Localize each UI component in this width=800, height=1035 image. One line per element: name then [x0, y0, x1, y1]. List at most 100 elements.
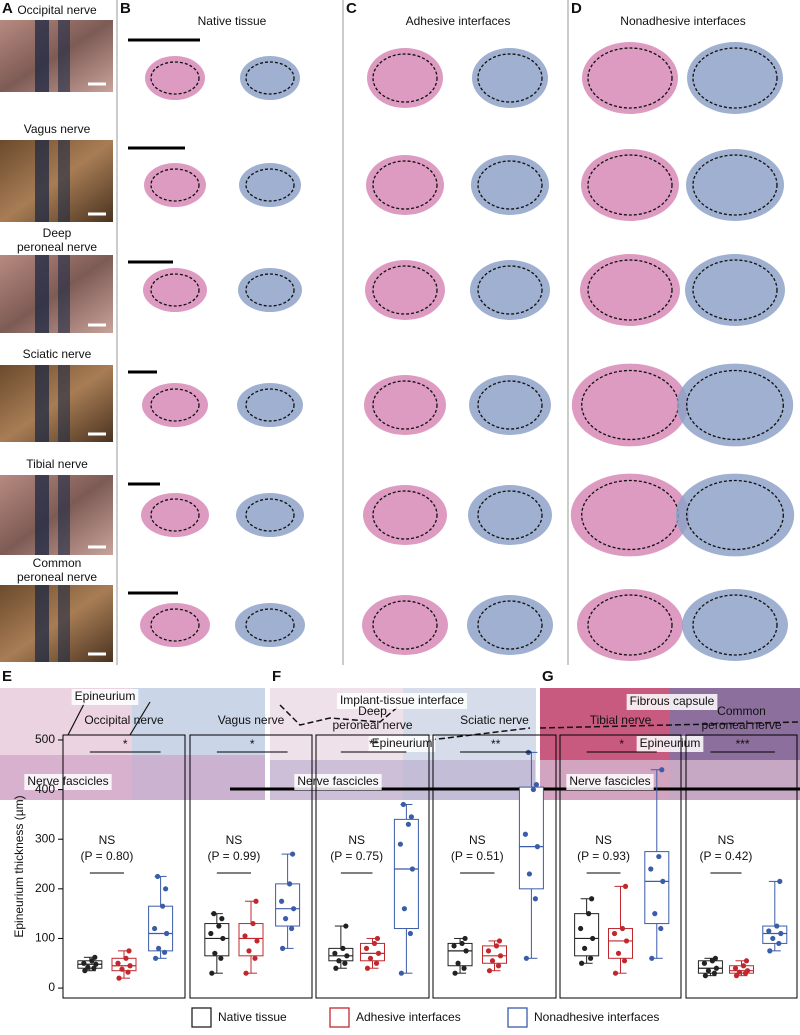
ns-label: NS	[595, 833, 612, 847]
tissue-section	[366, 155, 444, 215]
fascicle-outline	[245, 168, 295, 202]
legend-swatch	[329, 1007, 350, 1028]
box	[644, 851, 670, 925]
tissue-section	[364, 375, 446, 435]
legend-label: Adhesive interfaces	[356, 1010, 461, 1024]
data-point	[162, 949, 168, 955]
fascicle-outline	[477, 265, 543, 315]
data-point	[209, 970, 215, 976]
tissue-section	[582, 42, 678, 114]
data-point	[367, 955, 374, 961]
data-point	[283, 916, 289, 922]
p-label: (P = 0.93)	[577, 849, 630, 863]
data-point	[400, 801, 406, 808]
fascicle-outline	[477, 600, 543, 650]
fascicle-outline	[587, 154, 673, 216]
data-point	[85, 964, 91, 970]
data-point	[578, 925, 584, 932]
tissue-section	[577, 589, 683, 661]
data-point	[451, 943, 457, 949]
data-point	[82, 968, 88, 974]
tissue-section	[239, 163, 301, 207]
data-point	[127, 963, 133, 969]
fascicle-outline	[477, 53, 543, 103]
data-point	[659, 767, 665, 773]
data-point	[767, 948, 773, 954]
ns-label: NS	[469, 833, 486, 847]
label-bg	[71, 689, 139, 705]
electrode-band	[58, 140, 70, 222]
photo	[0, 140, 113, 222]
tissue-section	[145, 56, 205, 100]
data-point	[125, 969, 131, 975]
data-point	[776, 940, 782, 947]
p-label: (P = 0.80)	[81, 849, 134, 863]
significance: ***	[736, 737, 750, 751]
fascicle-outline	[372, 600, 438, 650]
data-point	[486, 968, 493, 974]
annotation: Fibrous capsule	[630, 694, 715, 708]
panel-label: E	[2, 668, 12, 685]
data-point	[495, 963, 502, 969]
data-point	[211, 911, 217, 917]
tissue-section	[144, 163, 206, 207]
ns-label: NS	[226, 833, 243, 847]
data-point	[652, 911, 658, 917]
box	[328, 947, 354, 962]
fascicle-outline	[587, 594, 673, 656]
data-point	[463, 948, 469, 954]
electrode-band	[35, 475, 49, 555]
data-point	[656, 853, 662, 860]
legend-label: Native tissue	[218, 1010, 287, 1024]
fascicle-outline	[477, 160, 543, 210]
data-point	[250, 920, 256, 927]
data-point	[119, 966, 125, 972]
data-point	[364, 965, 371, 971]
tissue-section	[362, 595, 448, 655]
photo	[0, 475, 113, 555]
electrode-band	[58, 255, 70, 333]
electrode-band	[35, 365, 49, 442]
data-point	[398, 970, 404, 976]
tissue-section	[472, 48, 548, 108]
plot-title: Deep	[358, 704, 387, 718]
fascicle-outline	[245, 273, 295, 307]
data-point	[291, 906, 297, 912]
y-tick-label: 100	[35, 931, 55, 945]
tissue-section	[687, 42, 783, 114]
nerve-name: Occipital nerve	[17, 3, 97, 17]
plot-title: Tibial nerve	[590, 713, 652, 727]
data-point	[219, 916, 225, 922]
box	[204, 923, 230, 957]
data-point	[287, 881, 293, 887]
electrode-band	[58, 585, 70, 662]
data-point	[744, 968, 751, 974]
data-point	[774, 923, 780, 929]
panel-label: G	[542, 668, 554, 685]
nerve-name: Deep	[43, 226, 72, 240]
tissue-section	[675, 473, 795, 557]
ns-label: NS	[718, 833, 735, 847]
nerve-name: Sciatic nerve	[23, 347, 92, 361]
data-point	[363, 945, 370, 951]
electrode-band	[35, 255, 49, 333]
data-point	[702, 973, 709, 979]
data-point	[496, 938, 503, 944]
annotation: Epineurium	[640, 736, 701, 750]
data-point	[648, 866, 654, 872]
fascicle-outline	[150, 273, 200, 307]
data-point	[461, 965, 467, 971]
nerve-name: peroneal nerve	[17, 570, 97, 584]
data-point	[81, 960, 87, 966]
data-point	[401, 906, 407, 912]
fascicle-outline	[372, 490, 438, 540]
fascicle-outline	[150, 498, 200, 532]
data-point	[280, 945, 286, 951]
electrode-band	[35, 20, 49, 92]
panel-label: A	[2, 0, 13, 17]
annotation: Epineurium	[372, 736, 433, 750]
fascicle-outline	[150, 61, 200, 95]
data-point	[123, 955, 129, 961]
data-point	[455, 960, 461, 966]
data-point	[743, 958, 750, 964]
